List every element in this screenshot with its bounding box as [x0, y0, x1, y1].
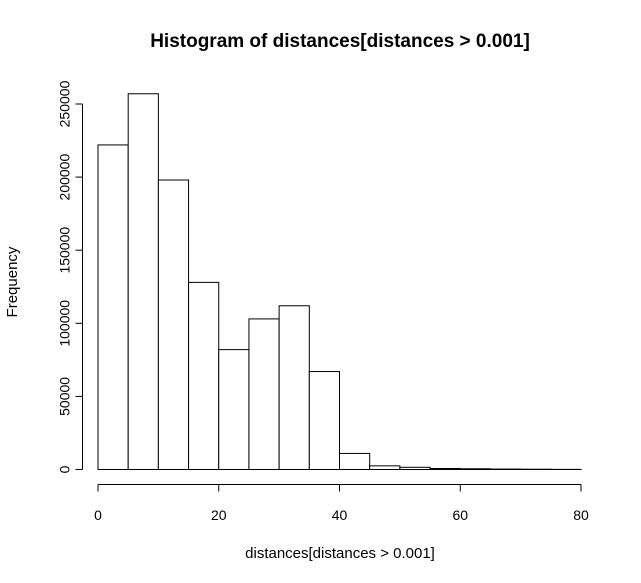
x-tick-label: 40	[332, 507, 348, 523]
histogram-bar	[459, 468, 491, 471]
x-tick-label: 60	[452, 507, 468, 523]
y-tick-label: 200000	[57, 154, 73, 201]
histogram-bar	[97, 144, 129, 470]
histogram-bar	[429, 467, 461, 470]
histogram-bar	[188, 281, 220, 471]
x-tick-label: 0	[94, 507, 102, 523]
x-tick-label: 20	[211, 507, 227, 523]
y-tick-label: 0	[57, 465, 73, 473]
chart-title: Histogram of distances[distances > 0.001…	[150, 31, 530, 52]
histogram-bar	[157, 179, 190, 471]
x-tick-label: 80	[573, 507, 589, 523]
histogram-bar	[248, 318, 280, 470]
histogram-bar	[127, 93, 159, 471]
y-tick-label: 100000	[57, 300, 73, 347]
y-tick-label: 250000	[57, 80, 73, 127]
histogram-bar	[218, 349, 250, 470]
y-tick-label: 50000	[57, 377, 73, 416]
y-axis: 0 50000 100000 150000 200000 250000	[57, 80, 83, 473]
histogram-bar	[369, 465, 401, 471]
y-tick-label: 150000	[57, 227, 73, 274]
bars-group	[97, 93, 582, 471]
histogram-bar	[339, 452, 371, 470]
histogram-bar	[278, 305, 310, 471]
x-axis: 0 20 40 60 80	[94, 484, 589, 523]
histogram-bar	[399, 466, 431, 471]
histogram-bar	[308, 371, 340, 470]
x-axis-label: distances[distances > 0.001]	[245, 545, 435, 562]
y-axis-label: Frequency	[4, 246, 21, 317]
